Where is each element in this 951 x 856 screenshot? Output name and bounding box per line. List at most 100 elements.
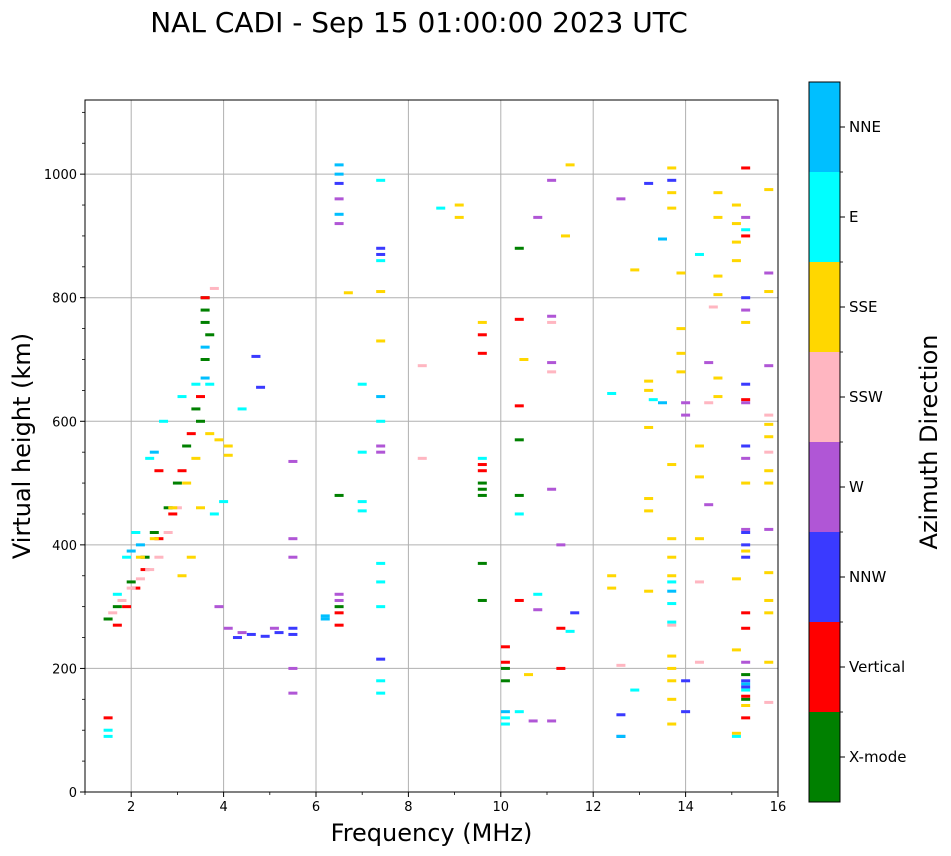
- colorbar-tick-label: Vertical: [849, 658, 905, 676]
- echo-point: [269, 626, 279, 630]
- echo-point: [357, 500, 367, 504]
- echo-point: [108, 611, 118, 615]
- y-tick-label: 800: [52, 292, 77, 307]
- echo-point: [731, 222, 741, 226]
- echo-point: [514, 710, 524, 714]
- echo-point: [616, 713, 626, 717]
- echo-point: [376, 580, 386, 584]
- echo-point: [145, 456, 155, 460]
- echo-point: [376, 444, 386, 448]
- echo-point: [676, 351, 686, 355]
- y-axis-ticks: 0 200 400 600 800 1000: [44, 111, 85, 801]
- echo-point: [205, 333, 215, 337]
- echo-point: [200, 358, 210, 361]
- echo-point: [547, 314, 557, 318]
- echo-point: [131, 586, 141, 590]
- echo-marks: [103, 163, 774, 738]
- echo-point: [644, 388, 654, 392]
- echo-point: [200, 345, 210, 349]
- x-tick-label: 14: [677, 800, 694, 815]
- echo-point: [741, 611, 751, 615]
- echo-point: [547, 320, 557, 324]
- echo-point: [644, 589, 654, 593]
- echo-point: [334, 605, 344, 609]
- echo-point: [140, 568, 150, 572]
- echo-point: [764, 527, 774, 531]
- echo-point: [172, 481, 182, 485]
- y-axis-label: Virtual height (km): [8, 333, 36, 559]
- echo-point: [343, 291, 353, 295]
- echo-point: [477, 333, 487, 337]
- echo-point: [376, 561, 386, 565]
- echo-point: [741, 685, 751, 689]
- echo-point: [676, 271, 686, 275]
- echo-point: [200, 308, 210, 312]
- echo-point: [376, 419, 386, 423]
- echo-point: [741, 382, 751, 386]
- echo-point: [570, 611, 580, 615]
- echo-point: [741, 679, 751, 683]
- echo-point: [533, 608, 543, 612]
- echo-point: [667, 537, 677, 541]
- echo-point: [704, 361, 714, 365]
- echo-point: [500, 679, 510, 683]
- echo-point: [764, 469, 774, 473]
- echo-point: [122, 555, 132, 559]
- echo-point: [556, 543, 566, 547]
- x-axis-label: Frequency (MHz): [331, 819, 533, 847]
- echo-point: [477, 487, 487, 491]
- colorbar-frame: [808, 81, 841, 803]
- colorbar-tick-label: SSW: [849, 388, 883, 406]
- echo-point: [357, 450, 367, 454]
- echo-point: [741, 398, 751, 402]
- echo-point: [288, 537, 298, 541]
- echo-point: [131, 531, 141, 534]
- echo-point: [741, 531, 751, 534]
- echo-point: [186, 555, 196, 559]
- x-tick-label: 12: [585, 800, 602, 815]
- echo-point: [741, 166, 751, 170]
- colorbar-tick-label: E: [849, 208, 858, 226]
- echo-point: [112, 605, 122, 609]
- echo-point: [764, 571, 774, 575]
- echo-point: [500, 710, 510, 714]
- echo-point: [103, 734, 113, 738]
- echo-point: [320, 617, 330, 621]
- echo-point: [764, 481, 774, 485]
- echo-point: [191, 456, 201, 460]
- colorbar-label: Azimuth Direction: [915, 335, 943, 550]
- echo-point: [731, 734, 741, 738]
- echo-point: [667, 580, 677, 584]
- x-tick-label: 16: [770, 800, 787, 815]
- echo-point: [741, 694, 751, 698]
- echo-point: [477, 561, 487, 565]
- echo-point: [681, 401, 691, 405]
- echo-point: [135, 543, 145, 547]
- echo-point: [417, 456, 427, 460]
- echo-point: [741, 660, 751, 664]
- echo-point: [676, 327, 686, 331]
- echo-point: [454, 215, 464, 219]
- echo-point: [533, 592, 543, 596]
- echo-point: [334, 172, 344, 176]
- y-tick-label: 600: [52, 415, 77, 430]
- echo-point: [334, 181, 344, 185]
- echo-point: [644, 509, 654, 513]
- echo-point: [667, 555, 677, 559]
- echo-point: [667, 697, 677, 701]
- echo-point: [741, 626, 751, 630]
- echo-point: [168, 512, 178, 516]
- echo-point: [122, 605, 132, 609]
- echo-point: [163, 531, 173, 534]
- echo-point: [667, 463, 677, 467]
- echo-point: [196, 395, 205, 399]
- y-tick-label: 200: [52, 662, 77, 677]
- echo-point: [630, 688, 640, 692]
- colorbar-tick-label: SSE: [849, 298, 878, 316]
- echo-point: [205, 432, 215, 436]
- echo-point: [334, 611, 344, 615]
- echo-point: [126, 586, 136, 590]
- echo-point: [500, 716, 510, 720]
- echo-point: [514, 246, 524, 250]
- echo-point: [477, 351, 487, 355]
